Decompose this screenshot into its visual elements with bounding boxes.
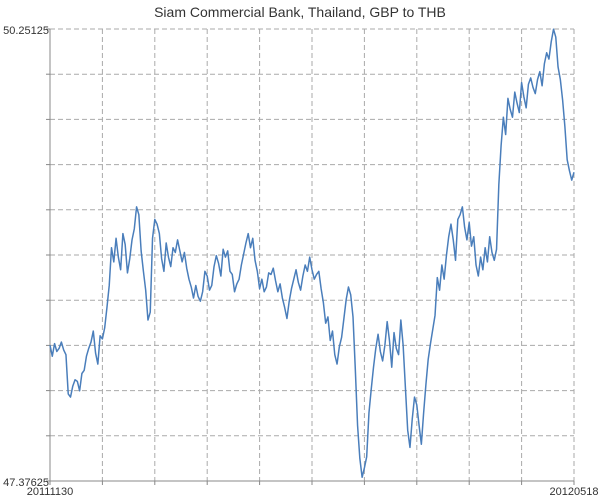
x-tick-label-end: 20120518 [550, 486, 599, 498]
grid-lines [49, 28, 575, 482]
y-tick-label-top: 50.25125 [3, 25, 49, 37]
series-line [49, 28, 575, 479]
y-tick-label-bottom: 47.37625 [3, 477, 49, 489]
chart-title: Siam Commercial Bank, Thailand, GBP to T… [154, 4, 446, 20]
x-tick-label-start: 20111130 [27, 486, 74, 498]
